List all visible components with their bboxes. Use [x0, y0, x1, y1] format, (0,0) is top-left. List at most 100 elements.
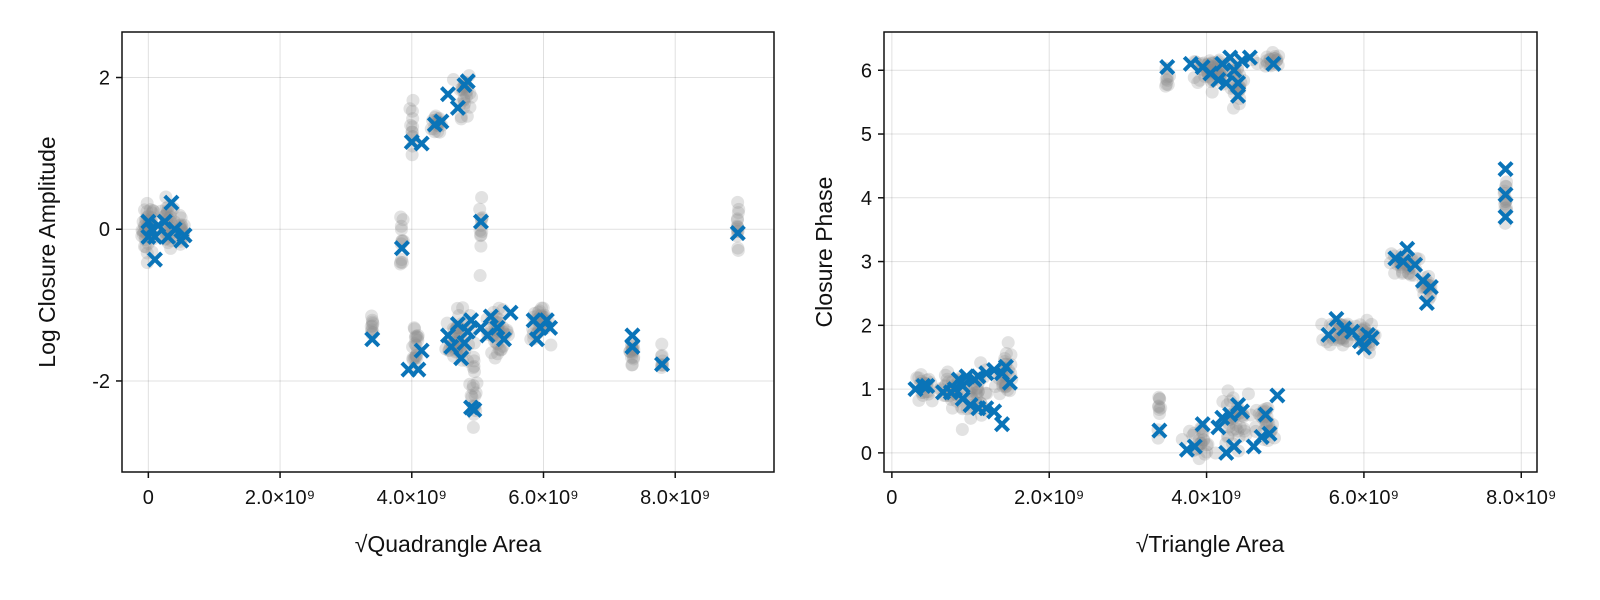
gray-data-point	[1160, 70, 1174, 84]
gray-data-point	[938, 368, 952, 382]
blue-x-marker	[1265, 55, 1282, 72]
gray-data-point	[474, 239, 488, 253]
gray-data-point	[395, 256, 409, 270]
x-tick-label: 8.0×10⁹	[640, 487, 710, 509]
blue-x-marker	[1269, 387, 1286, 404]
gray-data-point	[174, 211, 188, 225]
blue-x-marker	[156, 213, 173, 230]
gray-data-point	[365, 313, 379, 327]
y-tick-label: 1	[861, 379, 872, 401]
gray-data-point	[544, 338, 558, 352]
gray-data-point	[1153, 406, 1167, 420]
gray-data-point	[404, 118, 418, 132]
gray-data-point	[1216, 395, 1230, 409]
gray-data-point	[365, 315, 379, 329]
gray-data-point	[407, 321, 421, 335]
gray-data-point	[1153, 392, 1167, 406]
gray-data-point	[974, 356, 988, 370]
gray-data-point	[626, 352, 640, 366]
gray-data-point	[1232, 430, 1246, 444]
gray-data-point	[625, 358, 639, 372]
gray-data-point	[1182, 424, 1196, 438]
blue-x-marker	[1001, 374, 1018, 391]
gray-data-point	[405, 125, 419, 139]
gray-data-point	[164, 241, 178, 255]
gray-data-point	[1200, 438, 1214, 452]
gray-data-point	[454, 112, 468, 126]
gray-data-point	[1192, 452, 1206, 466]
blue-x-marker	[466, 401, 483, 418]
gray-data-point	[177, 218, 191, 232]
gray-data-point	[1233, 420, 1247, 434]
blue-x-marker	[528, 331, 545, 348]
blue-x-marker	[495, 331, 513, 348]
gray-data-point	[1209, 446, 1223, 460]
gray-data-point	[464, 389, 478, 403]
gray-data-point	[1258, 405, 1272, 419]
gray-data-point	[457, 92, 471, 106]
gray-data-point	[1152, 400, 1166, 414]
gray-data-point	[474, 229, 488, 243]
gray-data-point	[467, 350, 481, 364]
blue-x-marker	[1186, 438, 1203, 455]
gray-data-point	[1159, 72, 1173, 86]
x-tick-label: 0	[886, 487, 897, 509]
y-tick-label: 2	[861, 315, 872, 337]
blue-x-marker	[1399, 240, 1416, 257]
blue-x-marker	[1395, 253, 1412, 270]
gray-data-point	[999, 347, 1013, 361]
gray-data-point	[465, 390, 479, 404]
gray-data-point	[406, 112, 420, 126]
blue-x-marker	[459, 73, 476, 90]
gray-data-point	[364, 319, 378, 333]
blue-x-marker	[456, 335, 473, 352]
gray-data-point	[394, 255, 408, 269]
gray-data-point	[1340, 334, 1354, 348]
gray-data-point	[446, 73, 460, 87]
blue-x-marker	[393, 240, 410, 257]
gray-data-point	[467, 354, 481, 368]
gray-data-point	[1239, 428, 1253, 442]
gray-data-point	[466, 420, 480, 434]
gray-data-point	[403, 102, 417, 116]
gray-data-point	[1249, 403, 1263, 417]
gray-data-point	[1340, 334, 1354, 348]
gray-data-point	[1161, 78, 1175, 92]
plot-frame	[883, 31, 1538, 473]
gray-data-point	[731, 243, 745, 257]
y-axis-label: Log Closure Amplitude	[34, 136, 60, 367]
gray-data-point	[466, 361, 480, 375]
gray-data-point	[366, 317, 380, 331]
gray-data-point	[475, 190, 489, 204]
gray-data-point	[1195, 436, 1209, 450]
gray-data-point	[394, 210, 408, 224]
y-tick-label: 2	[99, 68, 110, 90]
gray-data-point	[1266, 45, 1280, 59]
blue-x-marker	[1363, 330, 1380, 347]
gray-data-point	[941, 365, 955, 379]
gray-data-point	[411, 330, 425, 344]
blue-x-marker	[997, 358, 1014, 375]
blue-x-marker	[1230, 87, 1247, 104]
gray-data-point	[466, 381, 480, 395]
gray-data-point	[396, 213, 410, 227]
gray-data-point	[731, 195, 745, 209]
gray-data-point	[393, 257, 407, 271]
tick-labels: 0 2.0×10⁹ 4.0×10⁹ 6.0×10⁹ 8.0×10⁹ 0 1 2 3 4 5 6	[861, 60, 1557, 509]
blue-x-marker	[624, 338, 641, 355]
blue-x-marker	[1230, 74, 1247, 92]
gray-data-point	[467, 365, 481, 379]
x-tick-label: 6.0×10⁹	[508, 487, 578, 509]
gray-data-point	[468, 389, 482, 403]
y-tick-label: 0	[99, 219, 110, 241]
gray-data-point	[1249, 420, 1263, 434]
blue-x-marker	[459, 323, 476, 340]
tick-labels: 0 2.0×10⁹ 4.0×10⁹ 6.0×10⁹ 8.0×10⁹ -2 0 2	[92, 68, 710, 509]
gray-data-point	[408, 322, 422, 336]
gray-data-point	[1200, 445, 1214, 459]
gray-data-point	[1396, 265, 1410, 279]
plot-frame	[121, 31, 775, 473]
gray-data-point	[470, 376, 484, 390]
blue-x-marker	[163, 194, 180, 211]
gray-data-point	[978, 386, 992, 400]
